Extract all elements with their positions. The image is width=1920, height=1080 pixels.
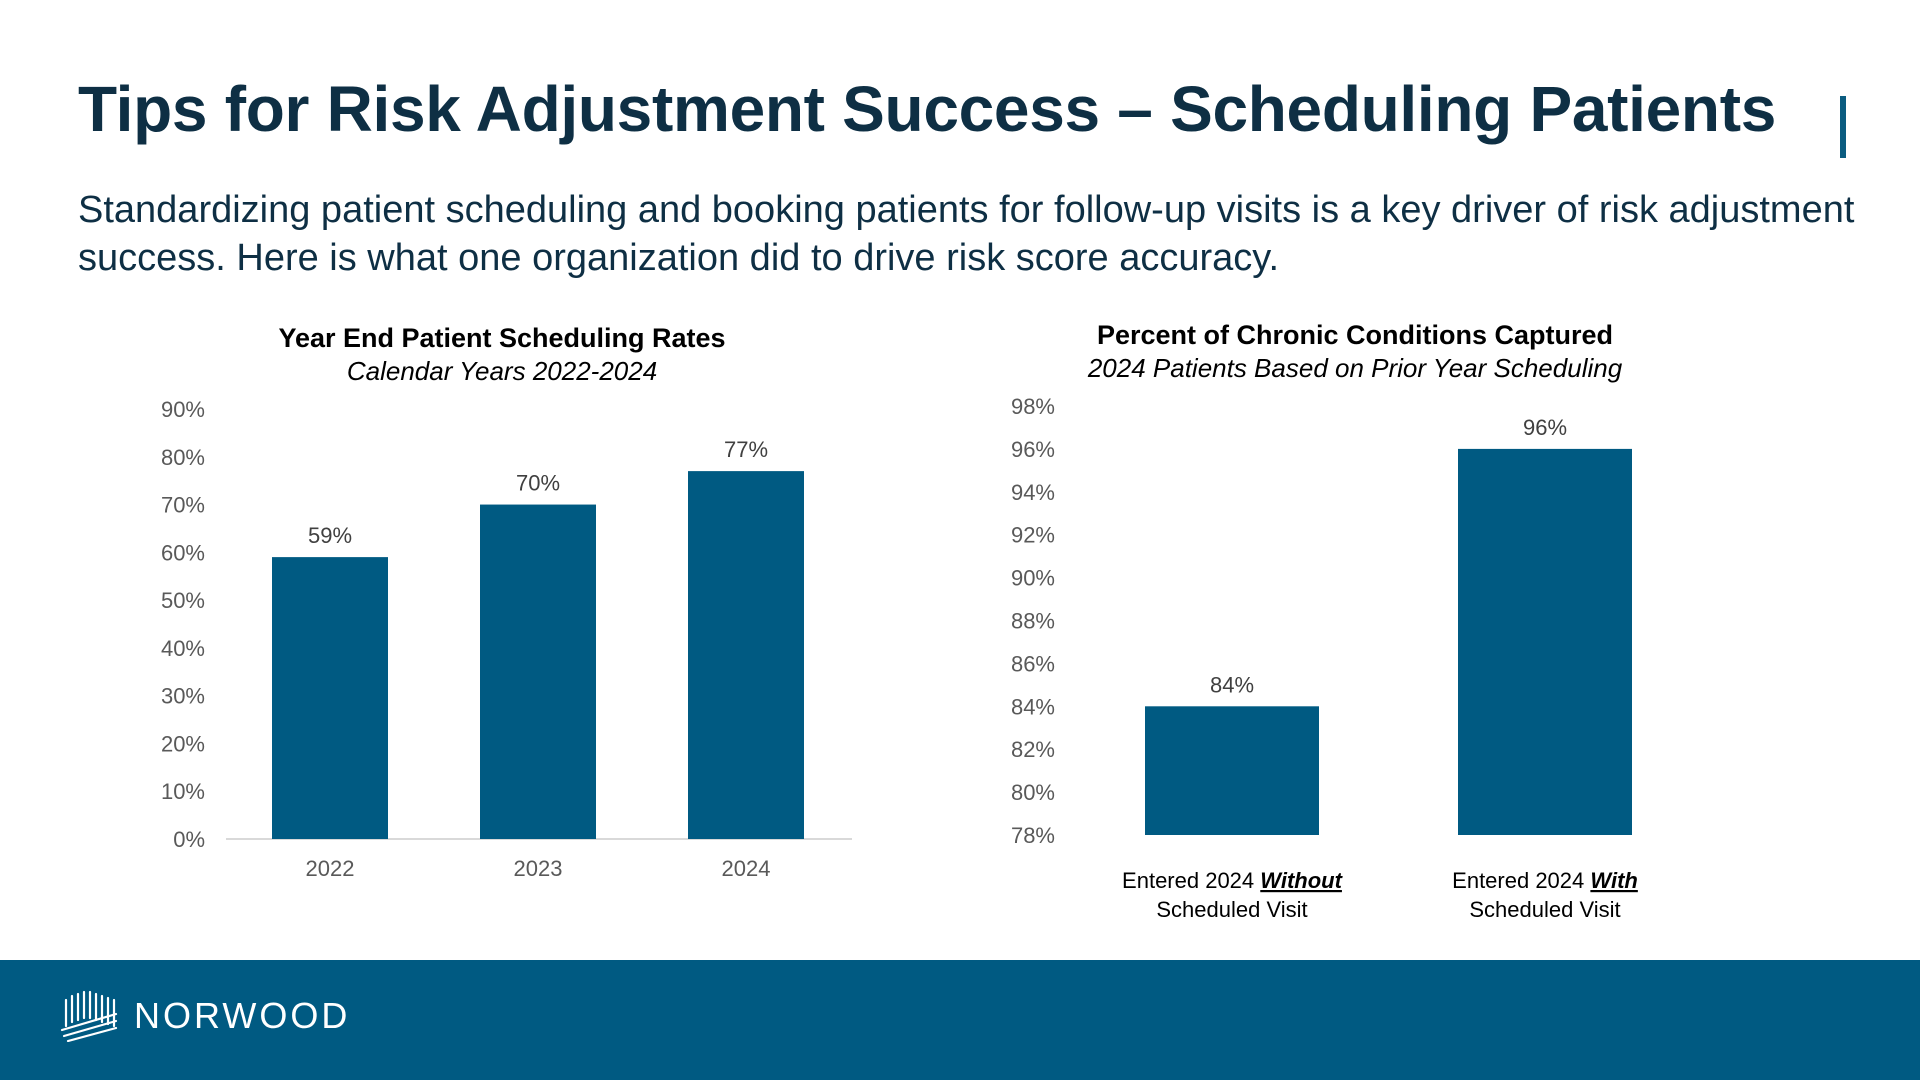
y-tick-label: 0% xyxy=(173,827,205,852)
y-tick-label: 70% xyxy=(161,493,205,518)
category-prefix: Entered 2024 xyxy=(1122,868,1260,893)
y-tick-label: 30% xyxy=(161,684,205,709)
y-tick-label: 92% xyxy=(1011,523,1055,548)
x-category-label-line2: Scheduled Visit xyxy=(1156,897,1307,922)
x-category-label-line1: Entered 2024 Without xyxy=(1122,868,1344,893)
y-tick-label: 96% xyxy=(1011,437,1055,462)
y-tick-label: 88% xyxy=(1011,609,1055,634)
y-tick-label: 80% xyxy=(1011,780,1055,805)
x-category-label-line2: Scheduled Visit xyxy=(1469,897,1620,922)
y-tick-label: 90% xyxy=(1011,566,1055,591)
y-tick-label: 80% xyxy=(161,445,205,470)
chart-title: Year End Patient Scheduling Rates xyxy=(278,323,725,353)
bar xyxy=(480,504,596,839)
y-tick-label: 98% xyxy=(1011,394,1055,419)
y-tick-label: 82% xyxy=(1011,737,1055,762)
y-tick-label: 94% xyxy=(1011,480,1055,505)
y-tick-label: 20% xyxy=(161,731,205,756)
y-tick-label: 50% xyxy=(161,588,205,613)
chart-title: Percent of Chronic Conditions Captured xyxy=(1097,320,1613,350)
footer-bar xyxy=(0,960,1920,1080)
x-category-label: 2024 xyxy=(722,856,771,881)
x-category-label: 2022 xyxy=(306,856,355,881)
logo-wordmark: NORWOOD xyxy=(134,995,351,1036)
chart-subtitle: 2024 Patients Based on Prior Year Schedu… xyxy=(1087,353,1623,383)
y-tick-label: 78% xyxy=(1011,823,1055,848)
chart-1: Year End Patient Scheduling RatesCalenda… xyxy=(161,323,852,881)
category-emphasis: Without xyxy=(1260,868,1343,893)
slide-subtitle: Standardizing patient scheduling and boo… xyxy=(78,189,1855,279)
bar xyxy=(688,471,804,839)
y-tick-label: 86% xyxy=(1011,651,1055,676)
bar xyxy=(1145,706,1319,835)
title-accent-bar xyxy=(1840,96,1846,158)
x-category-label-line1: Entered 2024 With xyxy=(1452,868,1638,893)
y-tick-label: 40% xyxy=(161,636,205,661)
charts-area: Year End Patient Scheduling RatesCalenda… xyxy=(161,320,1638,922)
norwood-logo: NORWOOD xyxy=(60,990,350,1042)
bar xyxy=(272,557,388,839)
x-category-label: 2023 xyxy=(514,856,563,881)
bar-data-label: 59% xyxy=(308,523,352,548)
y-tick-label: 84% xyxy=(1011,694,1055,719)
bar-data-label: 70% xyxy=(516,471,560,496)
bar-data-label: 96% xyxy=(1523,415,1567,440)
y-tick-label: 10% xyxy=(161,779,205,804)
y-tick-label: 90% xyxy=(161,397,205,422)
category-emphasis: With xyxy=(1590,868,1637,893)
norwood-mark-icon xyxy=(60,990,118,1042)
category-prefix: Entered 2024 xyxy=(1452,868,1590,893)
y-tick-label: 60% xyxy=(161,540,205,565)
chart-2: Percent of Chronic Conditions Captured20… xyxy=(1011,320,1638,922)
bar xyxy=(1458,448,1632,835)
chart-subtitle: Calendar Years 2022-2024 xyxy=(347,356,657,386)
bar-data-label: 84% xyxy=(1210,672,1254,697)
bar-data-label: 77% xyxy=(724,437,768,462)
slide-title: Tips for Risk Adjustment Success – Sched… xyxy=(78,73,1777,145)
